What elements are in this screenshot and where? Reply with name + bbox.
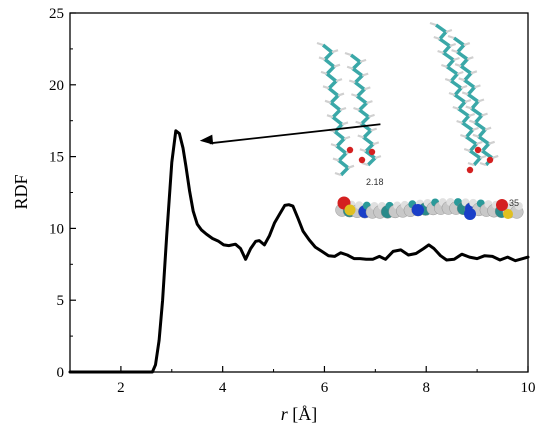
lipid-chain xyxy=(316,41,355,177)
x-tick-label: 2 xyxy=(117,380,125,396)
y-tick-label: 20 xyxy=(49,78,64,94)
y-tick-label: 15 xyxy=(49,150,64,166)
oxygen-atom xyxy=(346,146,354,154)
y-tick-label: 25 xyxy=(49,6,64,22)
x-tick-label: 8 xyxy=(422,380,430,396)
x-tick-label: 6 xyxy=(321,380,329,396)
molecule-ribbon xyxy=(335,196,524,220)
oxygen-atom xyxy=(358,156,366,164)
lipid-chain xyxy=(344,51,382,167)
lipid-chain xyxy=(429,21,487,167)
oxygen-atom xyxy=(466,166,474,174)
axis-ticks xyxy=(69,12,529,373)
arrow-head xyxy=(199,134,214,145)
x-tick-label: 4 xyxy=(219,380,227,396)
arrow-shaft xyxy=(209,123,381,145)
inset-distance-label: 2.18 xyxy=(366,177,384,187)
y-axis-title: RDF xyxy=(11,174,31,209)
rdf-series-line xyxy=(68,129,530,374)
x-tick-label: 10 xyxy=(521,380,536,396)
x-tick-labels: 2 4 6 8 10 xyxy=(117,380,535,396)
y-tick-label: 0 xyxy=(57,365,65,381)
inset-distance-label: 35 xyxy=(509,198,519,208)
molecule-inset-image: 2.18 35 xyxy=(316,21,524,220)
oxygen-atom xyxy=(474,146,482,154)
plot-frame xyxy=(69,12,529,373)
y-tick-label: 10 xyxy=(49,221,64,237)
y-tick-labels: 0 5 10 15 20 25 xyxy=(49,6,64,381)
x-axis-title: r [Å] xyxy=(281,404,318,424)
y-tick-label: 5 xyxy=(57,293,65,309)
oxygen-atom xyxy=(368,148,376,156)
oxygen-atom xyxy=(486,156,494,164)
annotation-arrow xyxy=(199,123,381,145)
